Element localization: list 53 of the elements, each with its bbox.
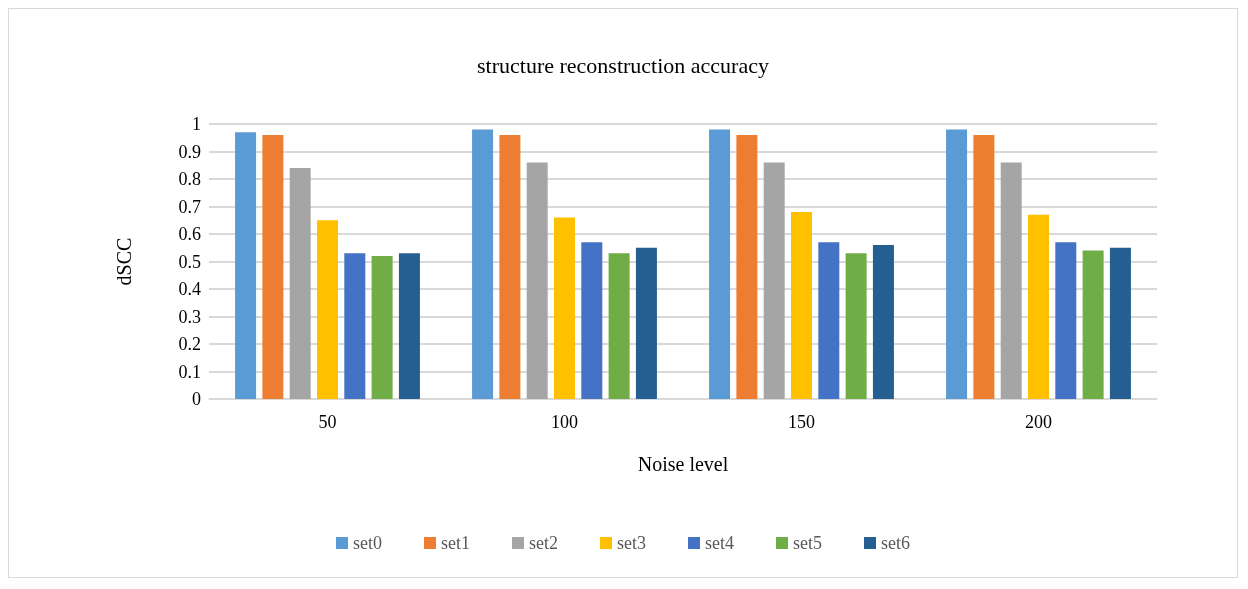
x-tick-label: 50 bbox=[318, 412, 337, 432]
chart-title: structure reconstruction accuracy bbox=[477, 52, 769, 78]
legend-label: set1 bbox=[441, 533, 471, 553]
bar bbox=[973, 135, 995, 399]
y-tick-label: 0.9 bbox=[178, 141, 201, 162]
bar bbox=[946, 129, 968, 399]
bar bbox=[1082, 250, 1104, 399]
bar bbox=[709, 129, 731, 399]
bar bbox=[317, 220, 338, 399]
bar bbox=[1109, 247, 1131, 399]
x-tick-label: 150 bbox=[788, 412, 815, 432]
bar bbox=[235, 132, 257, 399]
y-tick-label: 0.6 bbox=[178, 224, 201, 244]
y-tick-label: 0.4 bbox=[178, 279, 201, 299]
bar bbox=[818, 242, 840, 399]
y-tick-label: 1 bbox=[192, 114, 201, 134]
bar bbox=[398, 253, 420, 399]
x-tick-label: 200 bbox=[1025, 412, 1052, 432]
bar bbox=[736, 135, 758, 399]
y-axis-title: dSCC bbox=[113, 237, 135, 286]
bar bbox=[1028, 214, 1049, 399]
legend-label: set5 bbox=[792, 533, 822, 553]
legend-label: set0 bbox=[353, 533, 383, 553]
bar bbox=[635, 247, 657, 399]
bar bbox=[1000, 162, 1022, 399]
bar bbox=[499, 135, 521, 399]
bar bbox=[526, 162, 548, 399]
y-tick-label: 0.2 bbox=[178, 334, 201, 354]
bar bbox=[581, 242, 603, 399]
bar bbox=[791, 212, 812, 399]
x-axis-title: Noise level bbox=[637, 453, 729, 475]
bar bbox=[289, 168, 311, 399]
y-tick-label: 0 bbox=[192, 389, 201, 409]
x-tick-label: 100 bbox=[551, 412, 578, 432]
bar bbox=[845, 253, 867, 399]
bar bbox=[262, 135, 284, 399]
bar bbox=[371, 256, 393, 399]
y-tick-label: 0.7 bbox=[178, 196, 201, 217]
legend-label: set6 bbox=[880, 533, 910, 553]
bar bbox=[344, 253, 366, 399]
bar bbox=[608, 253, 630, 399]
legend-label: set2 bbox=[529, 533, 559, 553]
legend-label: set3 bbox=[617, 533, 646, 553]
y-tick-label: 0.3 bbox=[178, 306, 201, 327]
legend-label: set4 bbox=[705, 533, 734, 553]
bar bbox=[872, 245, 894, 399]
y-tick-label: 0.5 bbox=[178, 251, 201, 272]
bar bbox=[763, 162, 785, 399]
bar bbox=[554, 217, 575, 399]
bar bbox=[472, 129, 494, 399]
y-tick-label: 0.8 bbox=[178, 169, 201, 189]
bar bbox=[1055, 242, 1077, 399]
y-tick-label: 0.1 bbox=[178, 361, 201, 382]
